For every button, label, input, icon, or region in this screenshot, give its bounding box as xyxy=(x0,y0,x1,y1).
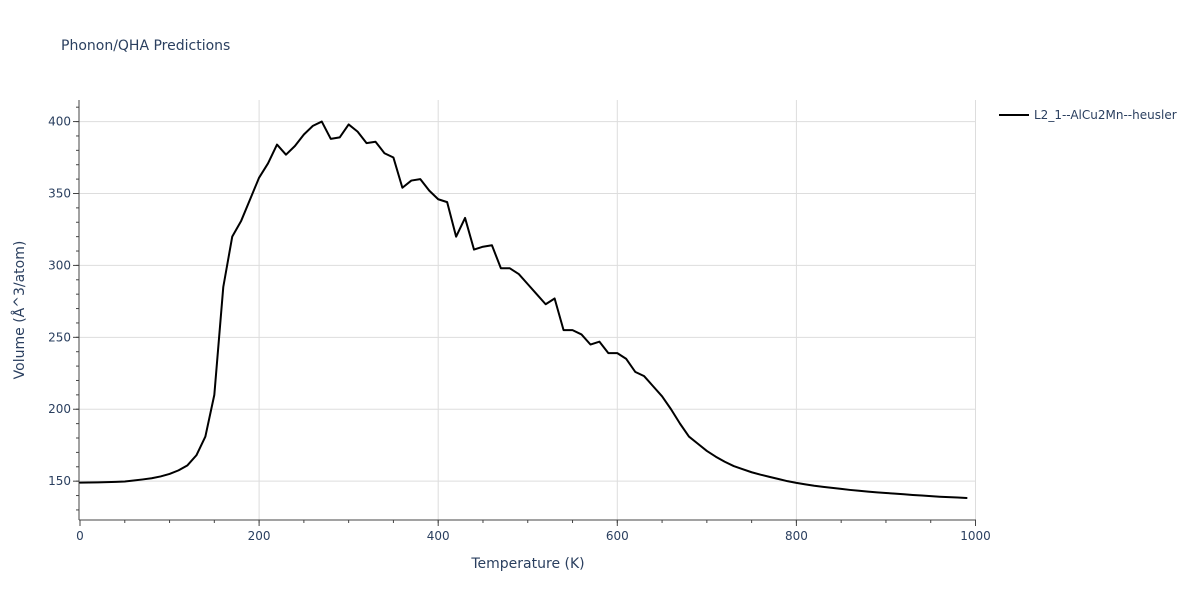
y-tick-label-3: 300 xyxy=(48,258,71,272)
major-ticks xyxy=(73,121,976,526)
legend[interactable]: L2_1--AlCu2Mn--heusler xyxy=(999,108,1177,122)
y-tick-label-0: 150 xyxy=(48,474,71,488)
x-tick-label-4: 800 xyxy=(785,529,808,543)
x-tick-label-1: 200 xyxy=(248,529,271,543)
y-tick-labels: 150 200 250 300 350 400 xyxy=(48,115,71,489)
x-tick-labels: 0 200 400 600 800 1000 xyxy=(76,529,991,543)
y-tick-label-4: 350 xyxy=(48,186,71,200)
x-tick-label-5: 1000 xyxy=(960,529,991,543)
x-tick-label-0: 0 xyxy=(76,529,84,543)
y-axis-title: Volume (Å^3/atom) xyxy=(11,241,28,380)
series-layer xyxy=(79,120,968,499)
chart-title: Phonon/QHA Predictions xyxy=(61,38,230,54)
minor-ticks xyxy=(76,106,976,523)
y-tick-label-1: 200 xyxy=(48,402,71,416)
legend-label-0: L2_1--AlCu2Mn--heusler xyxy=(1034,108,1177,122)
x-axis-title: Temperature (K) xyxy=(470,556,584,572)
series-line-0[interactable] xyxy=(79,120,968,499)
y-tick-label-5: 400 xyxy=(48,115,71,129)
y-tick-label-2: 250 xyxy=(48,330,71,344)
x-tick-label-2: 400 xyxy=(427,529,450,543)
x-tick-label-3: 600 xyxy=(606,529,629,543)
grid-lines xyxy=(79,100,976,520)
